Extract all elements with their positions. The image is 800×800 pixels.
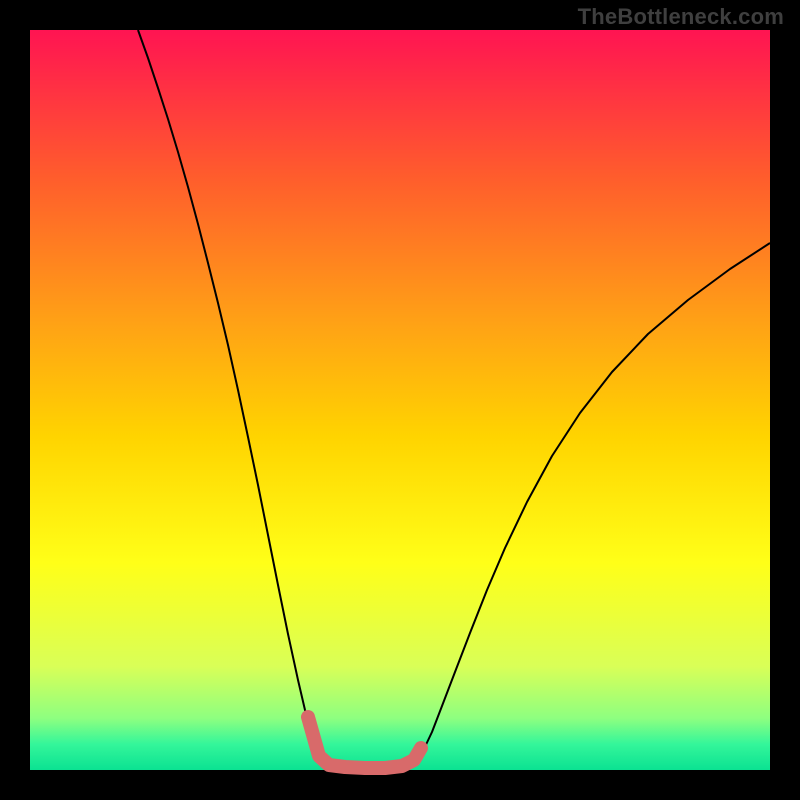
- chart-svg: [0, 0, 800, 800]
- chart-canvas: TheBottleneck.com: [0, 0, 800, 800]
- plot-background: [30, 30, 770, 770]
- watermark-label: TheBottleneck.com: [578, 4, 784, 30]
